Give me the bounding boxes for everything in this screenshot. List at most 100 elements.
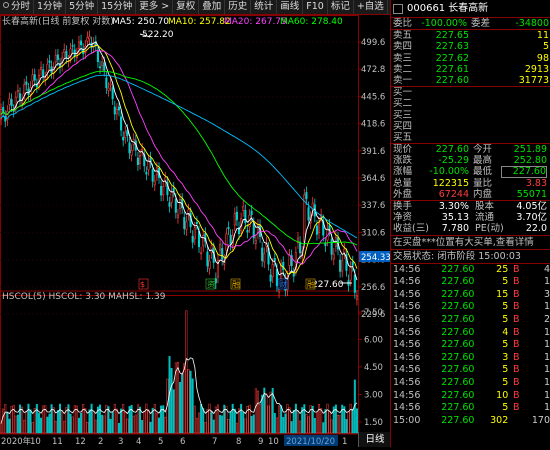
menu-icon[interactable] bbox=[393, 3, 403, 14]
volume-bar bbox=[141, 419, 144, 434]
tick-row[interactable]: 14:56 227.60 5 B 1 bbox=[391, 377, 550, 390]
ask-level[interactable]: 卖三 227.62 98 bbox=[391, 53, 550, 64]
toolbar-item[interactable]: 1分钟 bbox=[34, 0, 67, 14]
tick-price: 227.60 bbox=[441, 288, 475, 300]
tick-row[interactable]: 14:56 227.60 10 B 1 bbox=[391, 390, 550, 403]
candle-body bbox=[191, 236, 194, 243]
tick-row[interactable]: 14:56 227.60 5 B 1 bbox=[391, 364, 550, 377]
tick-row[interactable]: 14:56 227.60 5 B 1 bbox=[391, 339, 550, 352]
tick-row[interactable]: 14:56 227.60 5 B 2 bbox=[391, 314, 550, 327]
tick-row[interactable]: 14:56 227.60 25 B 4 bbox=[391, 264, 550, 277]
high-price-marker: 522.20 bbox=[142, 30, 174, 40]
volume-bar bbox=[286, 404, 289, 434]
candle-body bbox=[162, 186, 165, 196]
toolbar-item[interactable]: 标记 bbox=[328, 0, 354, 14]
toolbar-item[interactable]: 5分钟 bbox=[66, 0, 99, 14]
volume-bar bbox=[246, 406, 249, 434]
big-order-notice[interactable]: 在买盘***位置有大买单,查看详情 bbox=[391, 236, 550, 250]
bid-level[interactable]: 买五 bbox=[391, 132, 550, 143]
candle-body bbox=[31, 74, 34, 82]
ask-level[interactable]: 卖二 227.61 2913 bbox=[391, 64, 550, 75]
stat-label: 股本 bbox=[475, 201, 495, 212]
volume-bar bbox=[8, 418, 11, 434]
ask-level[interactable]: 卖五 227.65 11 bbox=[391, 30, 550, 41]
tick-row[interactable]: 14:56 227.60 15 B 3 bbox=[391, 289, 550, 302]
tick-volume: 5 bbox=[502, 376, 509, 388]
candle-body bbox=[145, 172, 148, 175]
bid-label: 买三 bbox=[393, 109, 413, 121]
candle-body bbox=[269, 274, 272, 282]
volume-bar bbox=[202, 408, 205, 434]
candle-body bbox=[275, 268, 278, 286]
tick-time: 14:56 bbox=[393, 389, 421, 401]
toolbar-item[interactable]: 统计 bbox=[251, 0, 278, 14]
toolbar-item[interactable]: 更多 > bbox=[136, 0, 174, 14]
bid-level[interactable]: 买一 bbox=[391, 87, 550, 98]
toolbar-item[interactable]: F10 bbox=[303, 0, 328, 14]
volume-bar bbox=[12, 404, 15, 434]
tick-row[interactable]: 14:56 227.60 4 B 1 bbox=[391, 327, 550, 340]
tick-volume: 15 bbox=[496, 288, 509, 300]
bid-level[interactable]: 买四 bbox=[391, 121, 550, 132]
y-tick-label: 418.6 bbox=[361, 120, 385, 130]
time-axis-label: 3 bbox=[118, 437, 123, 447]
volume-bar bbox=[111, 411, 114, 434]
volume-bar bbox=[339, 415, 342, 434]
volume-bar bbox=[84, 408, 87, 434]
toolbar-item[interactable]: +自选 bbox=[354, 0, 388, 14]
candle-body bbox=[202, 234, 205, 247]
volume-bar bbox=[238, 408, 241, 434]
tick-row[interactable]: 14:56 227.60 5 B 1 bbox=[391, 402, 550, 415]
bid-label: 买四 bbox=[393, 120, 413, 132]
volume-bar bbox=[265, 393, 268, 434]
quote-panel: 000661 长春高新 委比 -100.00% 委差 -34800 卖五 227.… bbox=[390, 0, 550, 447]
volume-bar bbox=[296, 410, 299, 434]
stat-value: 3.30% bbox=[438, 201, 469, 212]
volume-bar bbox=[4, 403, 7, 434]
period-tab-daily[interactable]: 日线 bbox=[358, 432, 391, 447]
tick-side: B bbox=[512, 339, 520, 351]
ma-legend: MA5: 250.70 bbox=[112, 17, 169, 27]
kline-chart-area[interactable]: 长春高新(日线 前复权 对数) MA5: 250.70 MA10: 257.82 MA… bbox=[0, 15, 391, 447]
volume-bar bbox=[54, 420, 57, 434]
candle-body bbox=[206, 251, 209, 267]
ask-volume: 98 bbox=[536, 52, 549, 64]
quote-header: 000661 长春高新 bbox=[391, 0, 550, 18]
stat-value: 251.89 bbox=[513, 144, 547, 156]
toolbar-item[interactable]: 分时 bbox=[0, 0, 35, 14]
toolbar-item[interactable]: 画线 bbox=[277, 0, 304, 14]
candle-body bbox=[221, 248, 224, 260]
tick-list[interactable]: 14:56 227.60 25 B 4 14:56 227.60 5 B 1 14:56 227.60… bbox=[391, 264, 550, 428]
toolbar-item[interactable]: 叠加 bbox=[199, 0, 226, 14]
ask-level[interactable]: 卖四 227.63 5 bbox=[391, 41, 550, 52]
candle-body bbox=[170, 192, 173, 203]
bid-level[interactable]: 买二 bbox=[391, 98, 550, 109]
volume-bar bbox=[204, 422, 207, 434]
volume-bar bbox=[206, 409, 209, 434]
tick-count: 1 bbox=[543, 351, 550, 363]
volume-bar bbox=[0, 423, 3, 434]
tick-row[interactable]: 14:56 227.60 5 B 1 bbox=[391, 276, 550, 289]
candle-body bbox=[332, 253, 335, 260]
candle-body bbox=[193, 227, 196, 240]
toolbar-item[interactable]: 15分钟 bbox=[98, 0, 137, 14]
candle-body bbox=[103, 62, 106, 71]
tick-row[interactable]: 15:00 227.60 302 170 bbox=[391, 415, 550, 428]
candle-body bbox=[141, 148, 144, 151]
ask-label: 卖一 bbox=[393, 74, 413, 86]
tick-count: 3 bbox=[543, 288, 550, 300]
tick-row[interactable]: 14:56 227.60 5 B 1 bbox=[391, 301, 550, 314]
tick-volume: 3 bbox=[502, 351, 509, 363]
stat-row: 总量 122315 量比 3.83 bbox=[391, 178, 550, 189]
bid-level[interactable]: 买三 bbox=[391, 110, 550, 121]
candle-body bbox=[172, 187, 175, 192]
tick-row[interactable]: 14:56 227.60 3 B 1 bbox=[391, 352, 550, 365]
stat-label: 最低 bbox=[473, 166, 493, 178]
toolbar-item[interactable]: 复权 bbox=[173, 0, 200, 14]
main-chart-frame bbox=[0, 15, 359, 296]
toolbar-item[interactable]: 历史 bbox=[225, 0, 252, 14]
ask-level[interactable]: 卖一 227.60 31773 bbox=[391, 75, 550, 86]
candle-body bbox=[80, 40, 83, 46]
volume-bar bbox=[145, 403, 148, 434]
